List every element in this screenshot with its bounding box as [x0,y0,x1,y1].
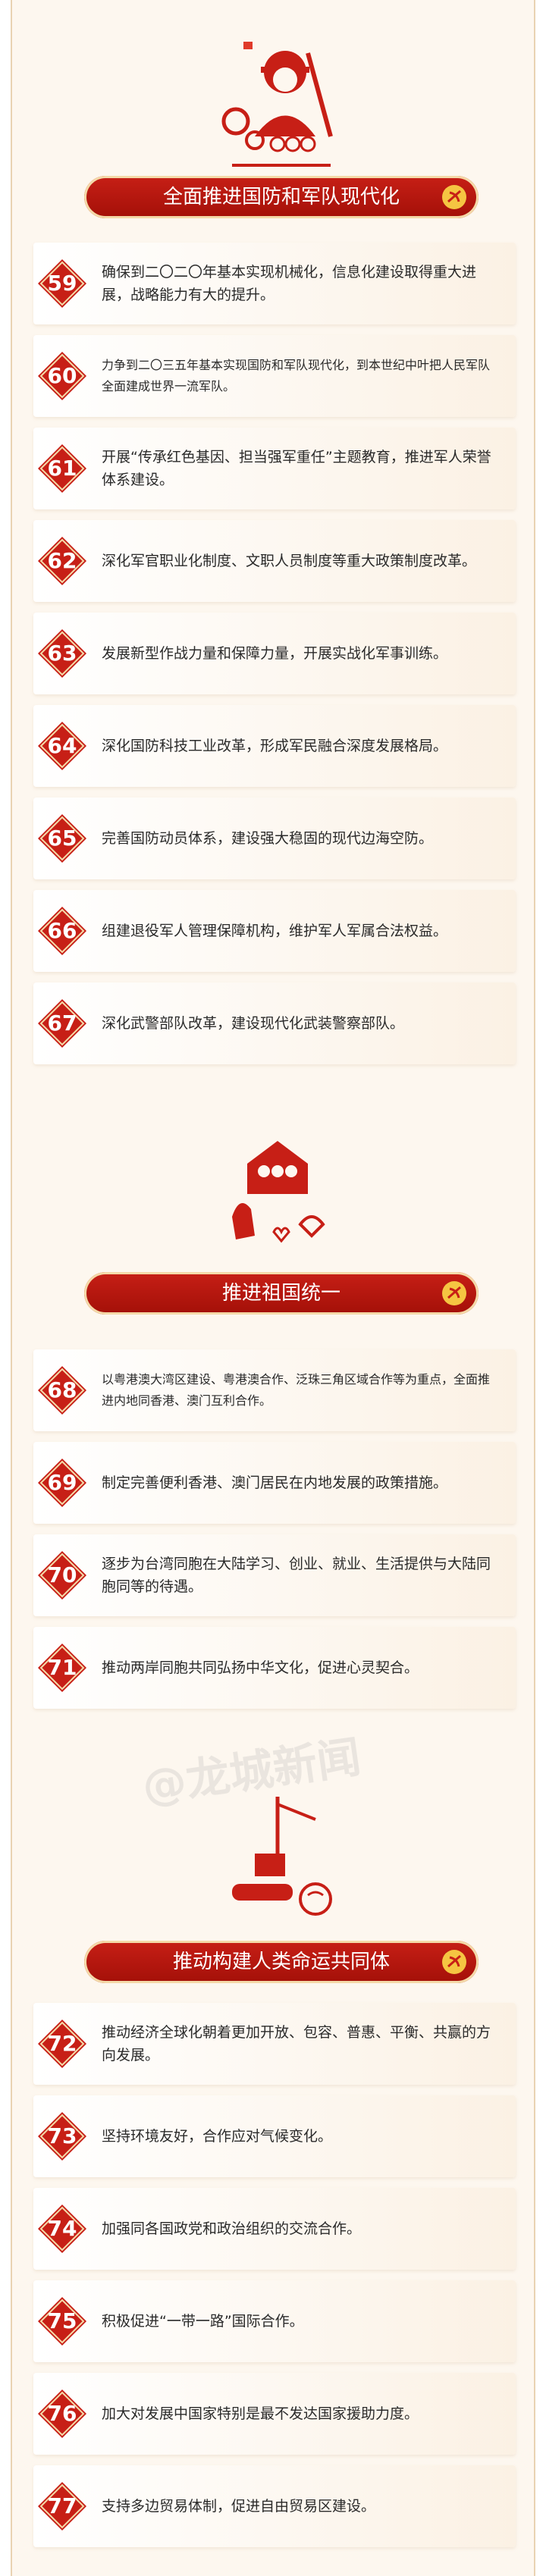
item-number: 77 [47,2493,77,2518]
soldier-icon [221,42,333,167]
item-number: 68 [47,1377,77,1402]
item-number: 61 [47,456,77,481]
item-number: 60 [47,363,77,388]
party-emblem-icon [442,1281,466,1305]
trade-globe-icon [232,1797,332,1916]
number-badge-icon [38,352,86,400]
number-badge-icon [38,2205,86,2253]
number-badge-icon [38,259,86,308]
item-text: 深化军官职业化制度、文职人员制度等重大政策制度改革。 [102,553,477,569]
item-text: 推动两岸同胞共同弘扬中华文化，促进心灵契合。 [102,1659,419,1676]
section-title: 推动构建人类命运共同体 [172,1951,390,1973]
list-item: 73 坚持环境友好，合作应对气候变化。 [33,2095,516,2177]
item-text: 加大对发展中国家特别是最不发达国家援助力度。 [102,2405,419,2422]
item-text: 确保到二〇二〇年基本实现机械化，信息化建设取得重大进展，战略能力有大的提升。 [102,264,477,303]
number-badge-icon [38,1459,86,1507]
item-number: 73 [47,2123,77,2148]
item-number: 65 [47,826,77,851]
list-item: 65 完善国防动员体系，建设强大稳固的现代边海空防。 [33,798,516,879]
item-number: 76 [47,2401,77,2426]
item-text: 推动经济全球化朝着更加开放、包容、普惠、平衡、共赢的方向发展。 [102,2024,491,2064]
number-badge-icon [38,2482,86,2531]
page-background: 全面推进国防和军队现代化 59 确保到二〇二〇年基本实现机械化，信息化建设取得重… [11,0,535,2576]
item-text: 发展新型作战力量和保障力量，开展实战化军事训练。 [102,645,448,662]
list-item: 70 逐步为台湾同胞在大陆学习、创业、就业、生活提供与大陆同胞同等的待遇。 [33,1534,516,1616]
list-item: 59 确保到二〇二〇年基本实现机械化，信息化建设取得重大进展，战略能力有大的提升… [33,243,516,324]
list-item: 66 组建退役军人管理保障机构，维护军人军属合法权益。 [33,890,516,972]
item-number: 71 [47,1655,77,1680]
party-emblem-icon [442,185,466,209]
list-item: 63 发展新型作战力量和保障力量，开展实战化军事训练。 [33,613,516,694]
list-item: 71 推动两岸同胞共同弘扬中华文化，促进心灵契合。 [33,1627,516,1709]
item-number: 67 [47,1011,77,1036]
list-item: 68 以粤港澳大湾区建设、粤港澳合作、泛珠三角区域合作等为重点，全面推进内地同香… [33,1349,516,1431]
item-text: 组建退役军人管理保障机构，维护军人军属合法权益。 [102,923,448,939]
list-item: 77 支持多边贸易体制，促进自由贸易区建设。 [33,2465,516,2547]
item-number: 74 [47,2216,77,2241]
item-number: 64 [47,733,77,758]
section-title: 全面推进国防和军队现代化 [162,186,400,208]
number-badge-icon [38,2297,86,2346]
item-text: 完善国防动员体系，建设强大稳固的现代边海空防。 [102,830,434,847]
number-badge-icon [38,999,86,1048]
item-number: 75 [47,2308,77,2333]
item-text: 制定完善便利香港、澳门居民在内地发展的政策措施。 [102,1474,448,1491]
items-list-reunification: 68 以粤港澳大湾区建设、粤港澳合作、泛珠三角区域合作等为重点，全面推进内地同香… [33,1349,516,1719]
list-item: 76 加大对发展中国家特别是最不发达国家援助力度。 [33,2373,516,2455]
items-list-defense: 59 确保到二〇二〇年基本实现机械化，信息化建设取得重大进展，战略能力有大的提升… [33,243,516,1075]
number-badge-icon [38,1551,86,1600]
number-badge-icon [38,1366,86,1415]
item-number: 63 [47,641,77,666]
section-banner-defense: 全面推进国防和军队现代化 [84,176,479,218]
number-badge-icon [38,537,86,585]
item-text: 以粤港澳大湾区建设、粤港澳合作、泛珠三角区域合作等为重点，全面推进内地同香港、澳… [102,1372,491,1408]
section-banner-reunification: 推进祖国统一 [84,1272,479,1315]
number-badge-icon [38,2020,86,2068]
item-number: 66 [47,918,77,943]
party-emblem-icon [442,1950,466,1974]
list-item: 67 深化武警部队改革，建设现代化武装警察部队。 [33,982,516,1064]
number-badge-icon [38,629,86,678]
item-text: 逐步为台湾同胞在大陆学习、创业、就业、生活提供与大陆同胞同等的待遇。 [102,1556,491,1595]
number-badge-icon [38,907,86,955]
list-item: 61 开展“传承红色基因、担当强军重任”主题教育，推进军人荣誉体系建设。 [33,428,516,509]
number-badge-icon [38,2390,86,2438]
item-number: 59 [47,271,77,296]
item-text: 积极促进“一带一路”国际合作。 [102,2313,304,2330]
item-number: 70 [47,1562,77,1587]
item-number: 62 [47,548,77,573]
list-item: 74 加强同各国政党和政治组织的交流合作。 [33,2188,516,2270]
section-title: 推进祖国统一 [221,1282,340,1305]
item-text: 深化国防科技工业改革，形成军民融合深度发展格局。 [102,738,448,754]
item-text: 加强同各国政党和政治组织的交流合作。 [102,2220,362,2237]
list-item: 75 积极促进“一带一路”国际合作。 [33,2280,516,2362]
number-badge-icon [38,444,86,493]
list-item: 69 制定完善便利香港、澳门居民在内地发展的政策措施。 [33,1442,516,1524]
unity-hands-icon [232,1141,325,1243]
section-banner-community: 推动构建人类命运共同体 [84,1941,479,1983]
number-badge-icon [38,1644,86,1692]
number-badge-icon [38,814,86,863]
item-text: 力争到二〇三五年基本实现国防和军队现代化，到本世纪中叶把人民军队全面建成世界一流… [102,358,491,393]
item-text: 开展“传承红色基因、担当强军重任”主题教育，推进军人荣誉体系建设。 [102,449,491,488]
list-item: 64 深化国防科技工业改革，形成军民融合深度发展格局。 [33,705,516,787]
item-text: 坚持环境友好，合作应对气候变化。 [102,2128,333,2145]
number-badge-icon [38,722,86,770]
item-number: 72 [47,2031,77,2056]
list-item: 62 深化军官职业化制度、文职人员制度等重大政策制度改革。 [33,520,516,602]
item-number: 69 [47,1470,77,1495]
items-list-community: 72 推动经济全球化朝着更加开放、包容、普惠、平衡、共赢的方向发展。 73 坚持… [33,2003,516,2558]
list-item: 60 力争到二〇三五年基本实现国防和军队现代化，到本世纪中叶把人民军队全面建成世… [33,335,516,417]
list-item: 72 推动经济全球化朝着更加开放、包容、普惠、平衡、共赢的方向发展。 [33,2003,516,2085]
item-text: 深化武警部队改革，建设现代化武装警察部队。 [102,1015,405,1032]
number-badge-icon [38,2112,86,2161]
item-text: 支持多边贸易体制，促进自由贸易区建设。 [102,2498,376,2515]
